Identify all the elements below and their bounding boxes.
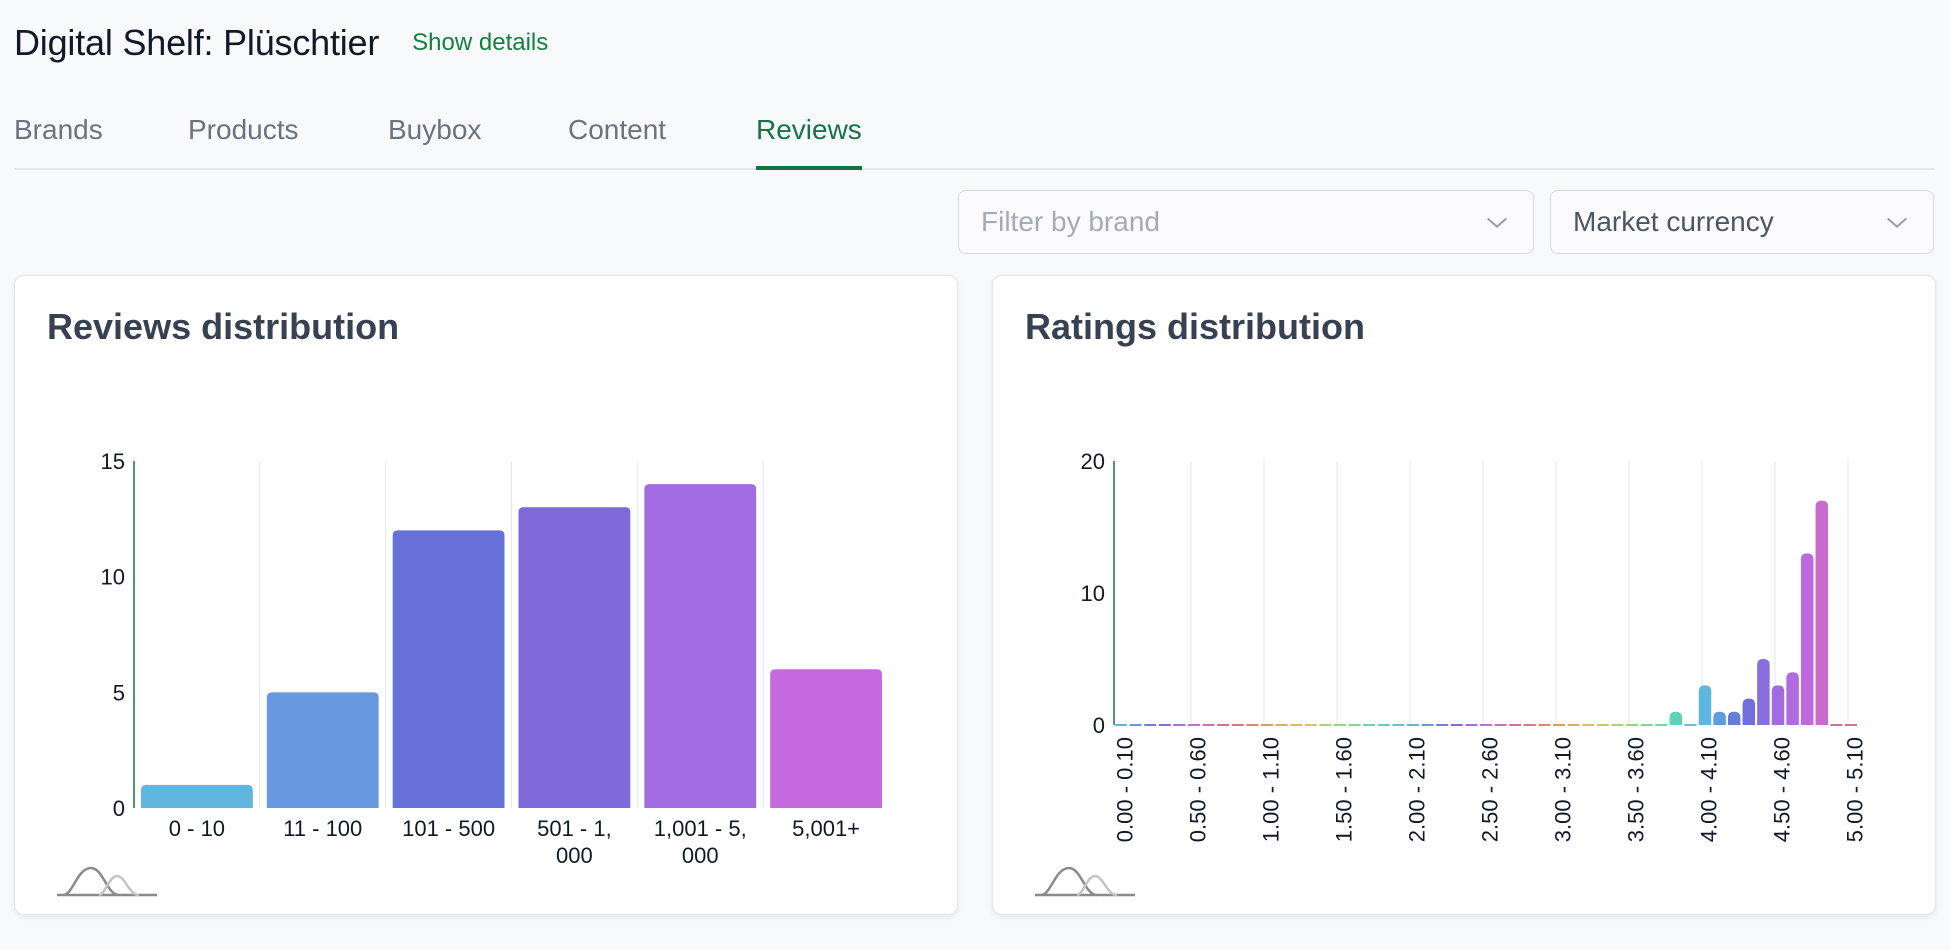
bar [518,507,631,808]
x-tick-label: 1.00 - 1.10 [1259,737,1284,842]
bar [141,784,253,808]
y-tick-label: 10 [1081,581,1105,606]
brand-filter-select[interactable]: Filter by brand [958,190,1534,254]
x-tick-label: 0.00 - 0.10 [1113,737,1138,842]
bar [770,669,882,808]
page-header: Digital Shelf: Plüschtier Show details [14,22,548,64]
bar [1727,711,1741,725]
bar [392,530,505,808]
x-tick-label: 11 - 100 [283,816,362,841]
x-tick-label: 0.50 - 0.60 [1186,737,1211,842]
y-tick-label: 10 [101,565,125,590]
distribution-curve-icon [1035,866,1135,897]
bar [1757,659,1770,725]
x-tick-label: 4.50 - 4.60 [1770,737,1795,842]
page-title: Digital Shelf: Plüschtier [14,22,380,63]
currency-select[interactable]: Market currency [1550,190,1934,254]
x-tick-label: 4.00 - 4.10 [1697,737,1722,842]
x-tick-label: 101 - 500 [402,816,495,841]
tab-reviews[interactable]: Reviews [756,114,862,170]
currency-select-value: Market currency [1573,206,1774,237]
x-tick-label: 000 [556,843,593,868]
x-tick-label: 3.00 - 3.10 [1551,737,1576,842]
x-tick-label: 2.50 - 2.60 [1478,737,1503,842]
bar [1800,553,1814,725]
tab-bar: Brands Products Buybox Content Reviews [14,106,1934,170]
x-tick-label: 1,001 - 5, [654,816,747,841]
show-details-link[interactable]: Show details [412,29,549,56]
tab-brands[interactable]: Brands [14,114,103,145]
x-tick-label: 501 - 1, [537,816,612,841]
bar [1742,698,1756,725]
tab-products[interactable]: Products [188,114,299,145]
bar [266,692,379,808]
x-tick-label: 5,001+ [792,816,860,841]
bar [1786,672,1799,725]
y-tick-label: 0 [113,796,125,821]
y-tick-label: 0 [1093,713,1105,738]
ratings-distribution-card: Ratings distribution 0 10 20 0.00 - 0.10 0.5… [992,275,1936,915]
tab-content[interactable]: Content [568,114,667,145]
x-tick-label: 1.50 - 1.60 [1332,737,1357,842]
chevron-down-icon [1486,217,1508,229]
y-tick-label: 20 [1081,449,1105,474]
x-tick-label: 5.00 - 5.10 [1843,737,1868,842]
x-tick-label: 3.50 - 3.60 [1624,737,1649,842]
reviews-distribution-card: Reviews distribution 0 5 10 15 0 - 10 11 - 10… [14,275,958,915]
x-tick-label: 0 - 10 [169,816,225,841]
x-tick-label: 2.00 - 2.10 [1405,737,1430,842]
bar [1713,711,1726,725]
bar [1815,500,1829,725]
bar [644,484,757,808]
bar [1771,685,1785,725]
ratings-chart-title: Ratings distribution [1025,306,1365,347]
x-tick-label: 000 [682,843,719,868]
ratings-distribution-chart: 0 10 20 0.00 - 0.10 0.50 - 0.60 1.00 - 1.10 1.… [1081,449,1868,842]
reviews-chart-title: Reviews distribution [47,306,400,347]
distribution-curve-icon [57,866,157,897]
bar [1698,685,1712,725]
bar [1669,711,1683,725]
brand-filter-placeholder: Filter by brand [981,206,1160,237]
tab-buybox[interactable]: Buybox [388,114,482,145]
y-tick-label: 15 [101,449,125,474]
y-tick-label: 5 [113,680,125,705]
chevron-down-icon [1886,217,1908,229]
